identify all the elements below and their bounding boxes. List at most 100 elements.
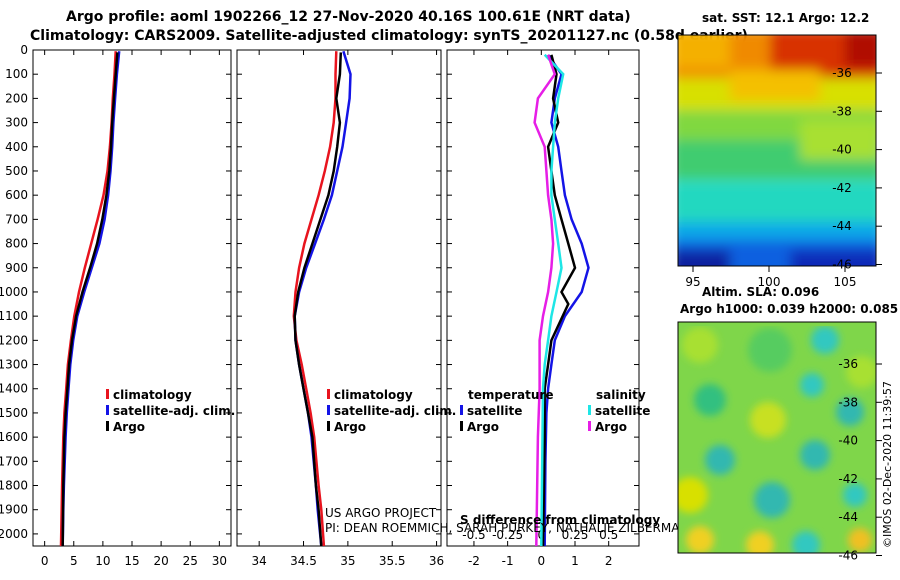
series-line-temperature-satellite bbox=[543, 54, 590, 546]
temperature-x-tick-label: 10 bbox=[95, 554, 110, 568]
legend-label: satellite-adj. clim. bbox=[334, 404, 456, 418]
sla-map-subtitle: Argo h1000: 0.039 h2000: 0.085 bbox=[680, 302, 898, 316]
legend-difference: temperature salinity satellite Argo sate… bbox=[460, 388, 650, 434]
difference-x-tick-label: 2 bbox=[605, 554, 613, 568]
sla-map-frame bbox=[677, 321, 877, 554]
depth-tick-label: 400 bbox=[5, 140, 28, 154]
difference-x-tick-label: -2 bbox=[468, 554, 480, 568]
depth-tick-label: 1400 bbox=[0, 382, 28, 396]
difference-top-tick-label: -0.25 bbox=[492, 528, 523, 542]
sst-map-title: sat. SST: 12.1 Argo: 12.2 bbox=[702, 11, 869, 25]
axes-ticks: 0100200300400500600700800900100011001200… bbox=[0, 43, 639, 568]
sla-map-title: Altim. SLA: 0.096 bbox=[702, 285, 819, 299]
salinity-x-tick-label: 36 bbox=[429, 554, 444, 568]
temperature-x-tick-label: 25 bbox=[183, 554, 198, 568]
series-line-argo bbox=[61, 52, 119, 546]
legend-swatch-red bbox=[327, 389, 330, 399]
depth-tick-label: 0 bbox=[20, 43, 28, 57]
legend-swatch-blue bbox=[460, 405, 463, 415]
difference-x-tick-label: 1 bbox=[571, 554, 579, 568]
sla-map-ticks: -36 -38 -40 -42 -44 -46 bbox=[838, 357, 882, 563]
series-line-climatology bbox=[59, 51, 117, 546]
sla-lat-label: -36 bbox=[838, 357, 858, 371]
difference-top-tick-label: -0.5 bbox=[462, 528, 485, 542]
credits-pi: PI: DEAN ROEMMICH, SARAH PURKEY, NATHALI… bbox=[325, 521, 776, 535]
series-line-temperature-argo bbox=[541, 54, 577, 546]
difference-top-tick-label: 0.25 bbox=[562, 528, 589, 542]
sst-lat-label: -42 bbox=[832, 181, 852, 195]
salinity-x-tick-label: 35 bbox=[340, 554, 355, 568]
profile-lines bbox=[59, 50, 590, 546]
depth-tick-label: 200 bbox=[5, 91, 28, 105]
depth-tick-label: 1200 bbox=[0, 333, 28, 347]
legend-temperature: climatology satellite-adj. clim. Argo bbox=[106, 388, 235, 434]
salinity-panel-frame bbox=[236, 49, 442, 547]
sst-lat-label: -44 bbox=[832, 219, 852, 233]
legend-title-salinity: salinity bbox=[596, 388, 646, 402]
sst-lat-label: -38 bbox=[832, 104, 852, 118]
series-line-climatology bbox=[292, 51, 338, 546]
depth-tick-label: 1900 bbox=[0, 503, 28, 517]
imos-stamp: ©IMOS 02-Dec-2020 11:39:57 bbox=[881, 381, 894, 548]
depth-tick-label: 700 bbox=[5, 212, 28, 226]
series-line-salinity-argo bbox=[533, 54, 557, 546]
temperature-x-tick-label: 15 bbox=[124, 554, 139, 568]
depth-tick-label: 1700 bbox=[0, 454, 28, 468]
depth-tick-label: 1500 bbox=[0, 406, 28, 420]
credits-project: US ARGO PROJECT bbox=[325, 506, 437, 520]
difference-top-tick-label: 0.5 bbox=[599, 528, 618, 542]
legend-swatch-blue bbox=[327, 405, 330, 415]
sst-lon-label: 105 bbox=[834, 275, 857, 289]
legend-label: satellite-adj. clim. bbox=[113, 404, 235, 418]
legend-label: satellite bbox=[467, 404, 522, 418]
legend-swatch-black bbox=[106, 421, 109, 431]
legend-swatch-cyan bbox=[588, 405, 591, 415]
sst-lon-label: 95 bbox=[685, 275, 700, 289]
sla-lat-label: -46 bbox=[838, 549, 858, 563]
sla-lat-label: -44 bbox=[838, 510, 858, 524]
legend-swatch-blue bbox=[106, 405, 109, 415]
salinity-x-tick-label: 34 bbox=[252, 554, 267, 568]
salinity-x-tick-label: 34.5 bbox=[290, 554, 317, 568]
sla-lat-label: -38 bbox=[838, 395, 858, 409]
depth-tick-label: 300 bbox=[5, 116, 28, 130]
legend-label: climatology bbox=[113, 388, 192, 402]
series-line-salinity-satellite bbox=[540, 53, 565, 546]
legend-label: satellite bbox=[595, 404, 650, 418]
temperature-x-tick-label: 5 bbox=[70, 554, 78, 568]
difference-x-tick-label: 0 bbox=[537, 554, 545, 568]
legend-title-temperature: temperature bbox=[468, 388, 553, 402]
temperature-x-tick-label: 30 bbox=[212, 554, 227, 568]
legend-label: Argo bbox=[113, 420, 145, 434]
legend-swatch-black bbox=[460, 421, 463, 431]
figure-title: Argo profile: aoml 1902266_12 27-Nov-202… bbox=[66, 9, 631, 25]
legend-salinity: climatology satellite-adj. clim. Argo bbox=[327, 388, 456, 434]
sst-lon-label: 100 bbox=[758, 275, 781, 289]
sst-lat-label: -36 bbox=[832, 66, 852, 80]
legend-label: climatology bbox=[334, 388, 413, 402]
legend-swatch-magenta bbox=[588, 421, 591, 431]
sst-lat-label: -46 bbox=[832, 258, 852, 272]
difference-xlabel: S difference from climatology bbox=[460, 513, 660, 527]
depth-tick-label: 1100 bbox=[0, 309, 28, 323]
depth-tick-label: 900 bbox=[5, 261, 28, 275]
legend-label: Argo bbox=[334, 420, 366, 434]
sla-lat-label: -40 bbox=[838, 434, 858, 448]
figure-subtitle: Climatology: CARS2009. Satellite-adjuste… bbox=[30, 28, 748, 44]
salinity-x-tick-label: 35.5 bbox=[379, 554, 406, 568]
depth-tick-label: 500 bbox=[5, 164, 28, 178]
depth-tick-label: 1000 bbox=[0, 285, 28, 299]
temperature-x-tick-label: 20 bbox=[153, 554, 168, 568]
legend-swatch-black bbox=[327, 421, 330, 431]
depth-tick-label: 100 bbox=[5, 67, 28, 81]
depth-tick-label: 2000 bbox=[0, 527, 28, 541]
legend-label: Argo bbox=[467, 420, 499, 434]
depth-tick-label: 1800 bbox=[0, 479, 28, 493]
sst-lat-label: -40 bbox=[832, 143, 852, 157]
sst-map-ticks: -36 -38 -40 -42 -44 -46 95 100 105 bbox=[685, 66, 882, 289]
sst-map-frame bbox=[677, 34, 877, 267]
series-line-argo bbox=[293, 52, 343, 546]
sla-lat-label: -42 bbox=[838, 472, 858, 486]
depth-tick-label: 800 bbox=[5, 237, 28, 251]
